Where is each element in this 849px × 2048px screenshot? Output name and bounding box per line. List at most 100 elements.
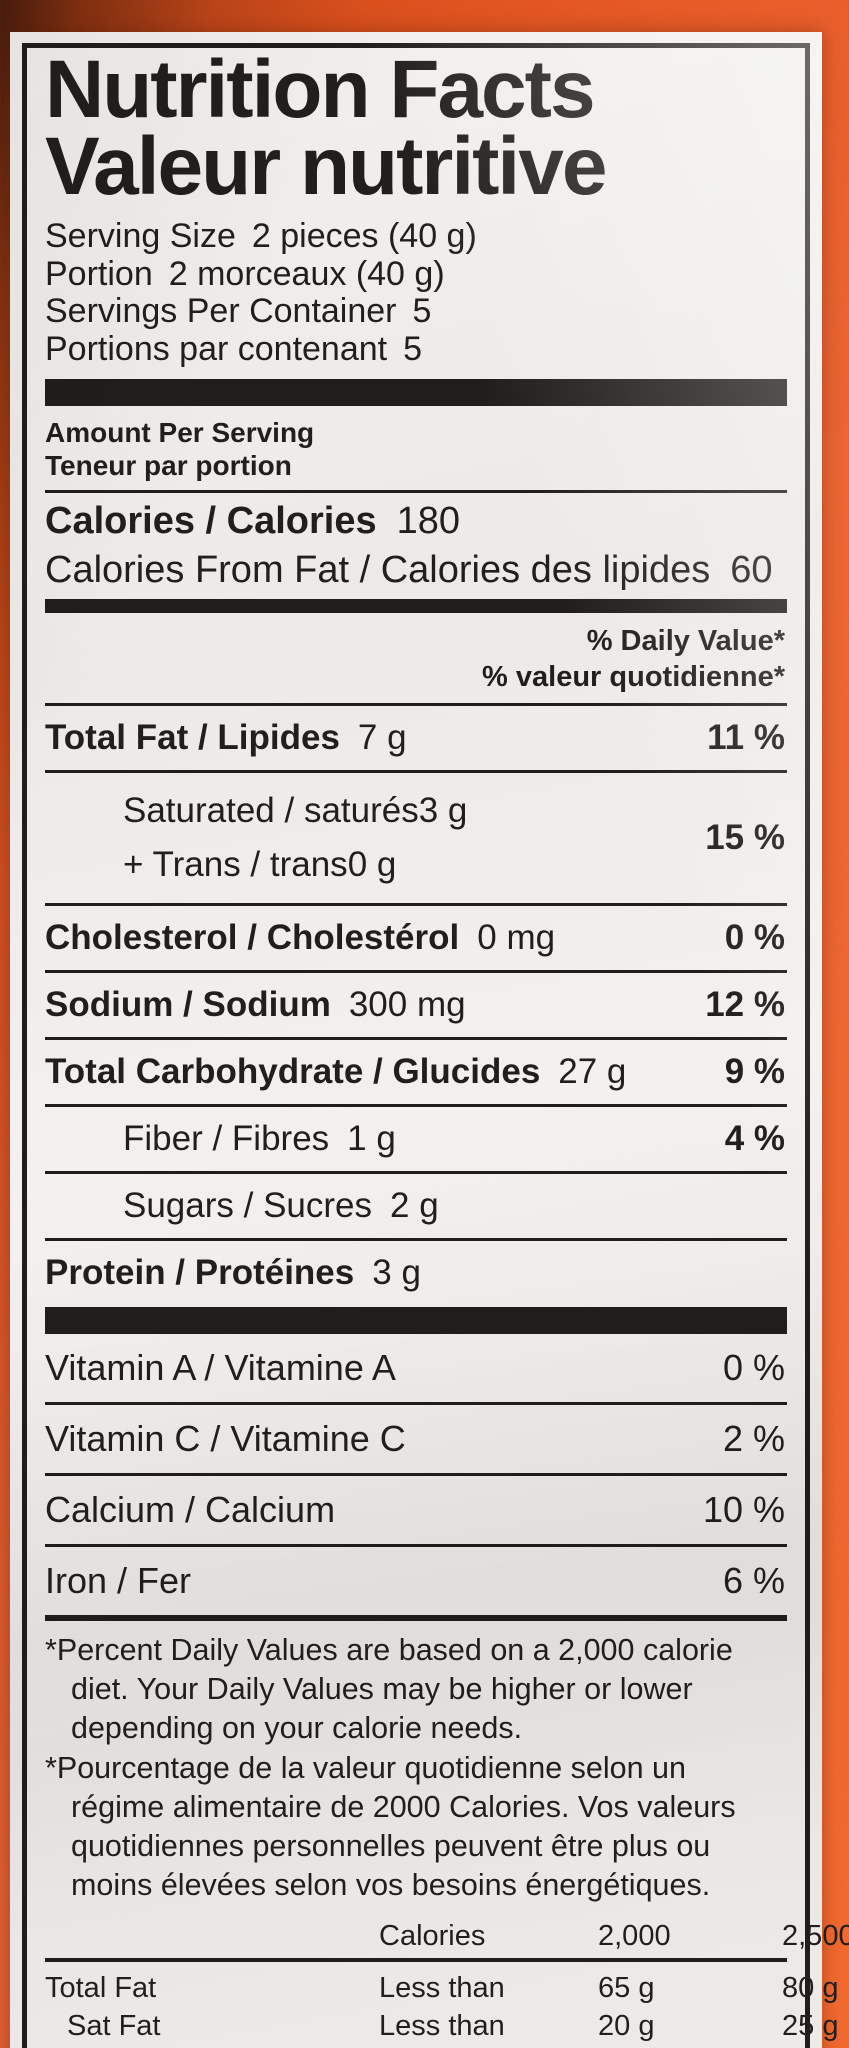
- saturated-trans-dv: 15 %: [705, 818, 785, 858]
- protein-text: Protein / Protéines 3 g: [45, 1253, 421, 1293]
- trans-name: + Trans / trans: [123, 845, 348, 885]
- hairline: [45, 970, 787, 974]
- thick-divider-bar: [45, 1307, 787, 1335]
- daily-value-header-en: % Daily Value*: [586, 624, 785, 657]
- ref-row-2500: 80 g: [782, 1971, 839, 2004]
- portions-par-contenant-label: Portions par contenant: [45, 329, 388, 368]
- calories-from-fat-row: Calories From Fat / Calories des lipides…: [45, 542, 787, 591]
- saturated-row: Saturated / saturés3 g: [123, 791, 467, 831]
- serving-info: Serving Size 2 pieces (40 g) Portion 2 mor…: [45, 219, 787, 367]
- ref-row-name: Total Fat: [45, 1971, 157, 2004]
- amount-per-serving-fr: Teneur par portion: [45, 449, 292, 481]
- thick-divider-bar: [45, 378, 787, 406]
- protein-amount: 3 g: [372, 1253, 421, 1293]
- cholesterol-amount: 0 mg: [477, 918, 556, 958]
- hairline: [45, 1473, 787, 1477]
- reference-table-header: Calories 2,000 2,500: [45, 1920, 849, 1962]
- amount-per-serving: Amount Per Serving Teneur par portion: [45, 416, 787, 482]
- calories-label: Calories / Calories: [45, 499, 377, 542]
- nutrition-label-border: Nutrition Facts Valeur nutritive Serving…: [22, 43, 849, 2048]
- nutrition-label: Nutrition Facts Valeur nutritive Serving…: [10, 32, 849, 2048]
- cholesterol-dv: 0 %: [724, 918, 785, 958]
- protein-row: Protein / Protéines 3 g: [45, 1241, 787, 1305]
- footnote-english: *Percent Daily Values are based on a 2,0…: [45, 1633, 733, 1745]
- hairline: [45, 1544, 787, 1548]
- ref-row-2500: 25 g: [782, 2009, 839, 2042]
- serving-size-label: Serving Size: [45, 216, 236, 255]
- hairline: [45, 489, 787, 493]
- saturated-trans-lines: Saturated / saturés3 g + Trans / trans0 …: [45, 777, 467, 899]
- medium-hairline: [45, 1615, 787, 1622]
- carbohydrate-name: Total Carbohydrate / Glucides: [45, 1052, 541, 1092]
- serving-size-value: 2 pieces (40 g): [251, 216, 477, 255]
- amount-per-serving-en: Amount Per Serving: [45, 416, 315, 448]
- ref-header-2000: 2,000: [598, 1920, 671, 1953]
- fiber-text: Fiber / Fibres 1 g: [45, 1119, 396, 1159]
- servings-per-container-line: Servings Per Container 5: [45, 294, 787, 329]
- calories-from-fat-label: Calories From Fat / Calories des lipides: [45, 548, 711, 591]
- hairline: [45, 1402, 787, 1406]
- carbohydrate-dv: 9 %: [724, 1052, 785, 1092]
- calcium-dv: 10 %: [702, 1489, 785, 1531]
- total-fat-dv: 11 %: [707, 718, 785, 758]
- iron-dv: 6 %: [722, 1560, 785, 1602]
- vitamin-c-name: Vitamin C / Vitamine C: [45, 1418, 406, 1460]
- calcium-name: Calcium / Calcium: [45, 1489, 336, 1531]
- fiber-name: Fiber / Fibres: [123, 1119, 330, 1159]
- saturated-amount: 3 g: [418, 791, 468, 831]
- medium-divider-bar: [45, 598, 787, 613]
- hairline: [45, 770, 787, 774]
- saturated-name: Saturated / saturés: [123, 791, 419, 831]
- ref-row-2000: 65 g: [598, 1971, 655, 2004]
- sodium-dv: 12 %: [705, 985, 785, 1025]
- serving-size-line: Serving Size 2 pieces (40 g): [45, 219, 787, 254]
- carbohydrate-row: Total Carbohydrate / Glucides 27 g 9 %: [45, 1040, 787, 1104]
- vitamin-a-row: Vitamin A / Vitamine A 0 %: [45, 1334, 787, 1402]
- calories-row: Calories / Calories 180: [45, 493, 787, 542]
- cholesterol-row: Cholesterol / Cholestérol 0 mg 0 %: [45, 906, 787, 970]
- fiber-dv: 4 %: [724, 1119, 785, 1159]
- sugars-name: Sugars / Sucres: [123, 1186, 372, 1226]
- daily-value-header-fr: % valeur quotidienne*: [482, 660, 785, 693]
- reference-table-body: Total Fat Less than 65 g 80 g Sat Fat Le…: [45, 1962, 838, 2048]
- trans-row: + Trans / trans0 g: [123, 845, 467, 885]
- hairline: [45, 1104, 787, 1108]
- sodium-amount: 300 mg: [348, 985, 466, 1025]
- ref-row-2000: 20 g: [598, 2009, 655, 2042]
- ref-row-name: Sat Fat: [67, 2009, 161, 2042]
- sugars-row: Sugars / Sucres 2 g: [45, 1174, 787, 1238]
- servings-per-container-value: 5: [412, 292, 432, 331]
- title-english: Nutrition Facts: [45, 44, 596, 135]
- total-fat-text: Total Fat / Lipides 7 g: [45, 718, 407, 758]
- ref-header-spacer: [45, 1920, 375, 1954]
- total-fat-amount: 7 g: [357, 718, 407, 758]
- ref-header-2500: 2,500: [782, 1920, 849, 1953]
- ref-row-qualifier: Less than: [379, 1971, 505, 2004]
- hairline: [45, 903, 787, 907]
- vitamin-a-dv: 0 %: [722, 1347, 785, 1389]
- sodium-text: Sodium / Sodium 300 mg: [45, 985, 466, 1025]
- total-fat-name: Total Fat / Lipides: [45, 718, 340, 758]
- calories-from-fat-value: 60: [730, 548, 773, 591]
- cholesterol-name: Cholesterol / Cholestérol: [45, 918, 460, 958]
- title-french: Valeur nutritive: [45, 121, 607, 213]
- daily-value-header: % Daily Value* % valeur quotidienne*: [45, 613, 787, 704]
- carbohydrate-text: Total Carbohydrate / Glucides 27 g: [45, 1052, 626, 1092]
- iron-row: Iron / Fer 6 %: [45, 1547, 787, 1615]
- fiber-amount: 1 g: [347, 1119, 396, 1159]
- portion-line: Portion 2 morceaux (40 g): [45, 254, 787, 293]
- hairline: [45, 703, 787, 707]
- footnote-french: *Pourcentage de la valeur quotidienne se…: [45, 1751, 736, 1902]
- portions-par-contenant-line: Portions par contenant 5: [45, 332, 787, 367]
- portion-label: Portion: [45, 254, 153, 293]
- sugars-text: Sugars / Sucres 2 g: [45, 1186, 439, 1226]
- reference-table: Calories 2,000 2,500 Total Fat Less than…: [45, 1920, 849, 2048]
- hairline: [45, 1238, 787, 1242]
- hairline: [45, 1037, 787, 1041]
- sodium-row: Sodium / Sodium 300 mg 12 %: [45, 973, 787, 1037]
- calcium-row: Calcium / Calcium 10 %: [45, 1476, 787, 1544]
- vitamin-a-name: Vitamin A / Vitamine A: [45, 1347, 396, 1389]
- hairline: [45, 1171, 787, 1175]
- servings-per-container-label: Servings Per Container: [45, 292, 397, 331]
- ref-header-calories: Calories: [379, 1920, 486, 1953]
